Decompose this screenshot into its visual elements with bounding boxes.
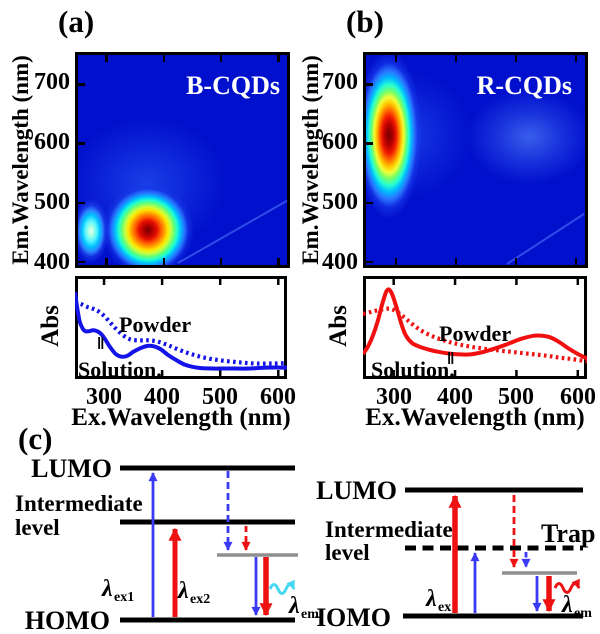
x-tick-label: 300 <box>86 384 122 410</box>
x-tick-label: 500 <box>498 384 534 410</box>
lambda-ex-subscript: ex <box>438 600 451 615</box>
tick-mark <box>514 258 518 265</box>
intermediate-label-2: level <box>15 515 60 540</box>
y-tick-label: 600 <box>34 129 70 155</box>
lumo-label: LUMO <box>316 476 397 505</box>
series-solution <box>75 291 287 371</box>
abs-chart-b <box>363 276 587 379</box>
intermediate-label: Intermediate <box>325 517 453 542</box>
abs-axis-label-b: Abs <box>325 305 352 347</box>
tick-mark <box>277 258 280 265</box>
x-tick-label: 400 <box>437 384 473 410</box>
x-tick-label: 300 <box>376 384 412 410</box>
eem-secondary-peak <box>466 89 585 185</box>
panel-c-label: (c) <box>18 421 53 456</box>
photon-emission-wavy-arrow <box>553 578 581 594</box>
intermediate-label-2: level <box>325 540 370 565</box>
lambda-ex2-subscript: ex2 <box>190 592 210 607</box>
lambda-em-label: λ <box>561 592 573 618</box>
photon-emission-wavy-arrow <box>268 579 296 595</box>
tick-mark <box>574 258 578 265</box>
energy-diagram-r-cqds: LUMO Intermediate level Trap HOMO λ ex λ… <box>315 476 595 632</box>
absorption-plot-b-cqds: Powder Solution. ‖ <box>75 276 287 382</box>
tick-mark <box>78 142 85 145</box>
ex-wavelength-axis-label-a: Ex.Wavelength (nm) <box>71 404 291 431</box>
tick-mark <box>366 201 373 205</box>
powder-series-label: Powder <box>439 321 512 346</box>
lambda-ex2-label: λ <box>177 578 189 604</box>
heatmap-title: B-CQDs <box>186 71 280 100</box>
y-tick-label: 400 <box>322 249 358 275</box>
tick-mark <box>454 55 458 62</box>
band-break-marker: ‖ <box>97 334 105 353</box>
heatmap-title: R-CQDs <box>476 71 572 100</box>
tick-mark <box>219 55 223 62</box>
intermediate-label: Intermediate <box>15 491 143 516</box>
solution-series-label: Solution. <box>371 357 455 382</box>
energy-diagram-b-cqds: LUMO Intermediate level HOMO λ ex1 λ ex2… <box>15 454 319 634</box>
tick-mark <box>219 258 223 265</box>
tick-mark <box>394 258 398 265</box>
lambda-ex1-subscript: ex1 <box>114 590 134 605</box>
eem-heatmap-b-cqds: B-CQDs <box>75 52 290 268</box>
tick-mark <box>514 55 518 62</box>
absorption-plot-r-cqds: Powder Solution. ‖ <box>363 276 587 382</box>
lambda-em-subscript: em <box>574 606 592 621</box>
x-tick-label: 600 <box>260 384 296 410</box>
powder-series-label: Powder <box>119 312 192 337</box>
lambda-ex-label: λ <box>425 586 437 612</box>
abs-chart-a <box>75 276 287 379</box>
lambda-em-subscript: em <box>301 607 319 622</box>
lambda-ex1-label: λ <box>101 576 113 602</box>
y-tick-label: 600 <box>322 129 358 155</box>
tick-mark <box>78 83 85 86</box>
tick-mark <box>277 55 280 62</box>
eem-main-peak <box>101 182 194 265</box>
tick-mark <box>574 55 578 62</box>
x-tick-label: 600 <box>560 384 596 410</box>
series-powder <box>75 300 287 366</box>
tick-mark <box>366 83 373 86</box>
tick-mark <box>366 142 373 145</box>
tick-mark <box>105 55 108 62</box>
eem-main-peak <box>366 55 423 220</box>
tick-mark <box>78 260 85 264</box>
tick-mark <box>105 258 108 265</box>
series-powder <box>363 306 587 364</box>
ex-wavelength-axis-label-b: Ex.Wavelength (nm) <box>365 404 585 431</box>
homo-label: HOMO <box>315 603 391 632</box>
eem-heatmap-r-cqds: R-CQDs <box>363 52 588 268</box>
tick-mark <box>366 260 373 264</box>
homo-label: HOMO <box>25 606 110 634</box>
eem-plot-area: B-CQDs <box>78 55 287 265</box>
y-tick-label: 400 <box>34 249 70 275</box>
lumo-label: LUMO <box>31 454 112 483</box>
solution-series-label: Solution. <box>78 357 162 382</box>
lambda-em-label: λ <box>288 593 300 619</box>
abs-axis-label-a: Abs <box>37 305 64 347</box>
tick-mark <box>78 201 85 205</box>
rayleigh-scatter-line <box>506 213 585 265</box>
trap-label: Trap <box>541 519 595 548</box>
tick-mark <box>394 55 398 62</box>
series-solution <box>363 287 587 361</box>
eem-plot-area: R-CQDs <box>366 55 585 265</box>
y-tick-label: 700 <box>322 69 358 95</box>
tick-mark <box>162 55 166 62</box>
tick-mark <box>454 258 458 265</box>
x-tick-label: 400 <box>144 384 180 410</box>
y-tick-label: 500 <box>34 189 70 215</box>
tick-mark <box>162 258 166 265</box>
panel-a-label: (a) <box>58 4 95 39</box>
band-break-marker: ‖ <box>447 349 455 368</box>
y-tick-label: 700 <box>34 69 70 95</box>
x-tick-label: 500 <box>202 384 238 410</box>
panel-b-label: (b) <box>346 4 384 39</box>
y-tick-label: 500 <box>322 189 358 215</box>
